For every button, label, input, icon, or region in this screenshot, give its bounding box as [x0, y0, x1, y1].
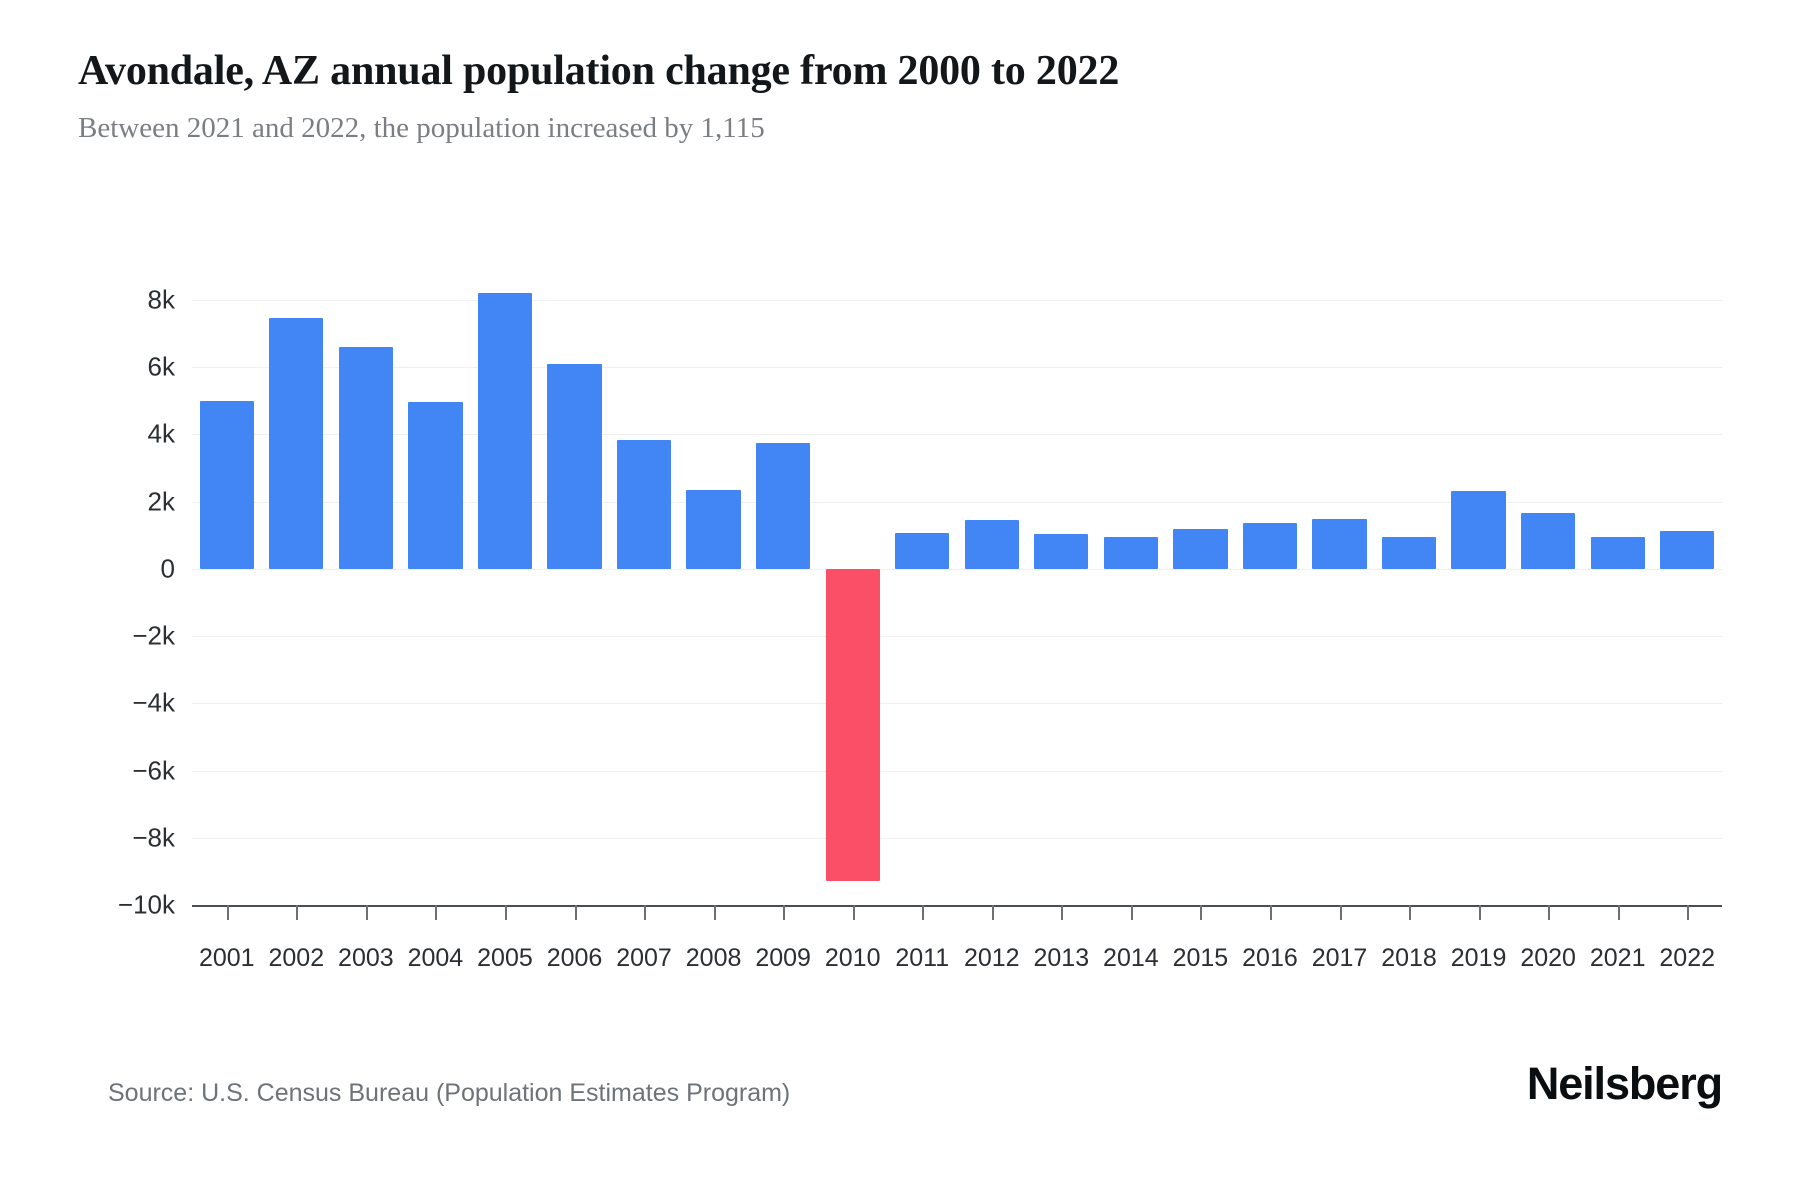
gridline	[192, 367, 1722, 369]
gridline	[192, 434, 1722, 436]
plot-area	[192, 293, 1722, 906]
bar-2003[interactable]	[338, 347, 393, 569]
x-axis-tick	[1061, 905, 1064, 920]
bar-2012[interactable]	[964, 519, 1019, 569]
x-axis-tick	[1269, 905, 1272, 920]
x-axis-line	[192, 905, 1722, 907]
x-axis-tick-label: 2008	[685, 944, 742, 972]
x-axis-tick	[1130, 905, 1133, 920]
chart-subtitle: Between 2021 and 2022, the population in…	[78, 112, 765, 145]
y-axis-tick-label: 0	[160, 553, 175, 584]
source-note: Source: U.S. Census Bureau (Population E…	[108, 1079, 791, 1107]
bar-2017[interactable]	[1312, 519, 1367, 569]
gridline	[192, 568, 1722, 570]
x-axis-tick	[504, 905, 507, 920]
y-axis-tick-label: −4k	[132, 687, 175, 718]
bar-2014[interactable]	[1103, 536, 1158, 569]
bar-2020[interactable]	[1521, 512, 1576, 569]
x-axis-tick	[713, 905, 716, 920]
bar-2019[interactable]	[1451, 491, 1506, 569]
x-axis-tick	[1687, 905, 1690, 920]
x-axis-tick-label: 2015	[1172, 944, 1229, 972]
x-axis-tick-label: 2002	[268, 944, 325, 972]
bar-2022[interactable]	[1660, 531, 1715, 569]
bar-2013[interactable]	[1034, 533, 1089, 569]
x-axis-tick-label: 2014	[1103, 944, 1159, 972]
x-axis-tick-label: 2012	[963, 944, 1020, 972]
gridline	[192, 300, 1722, 301]
y-axis-tick-label: −6k	[132, 755, 175, 786]
chart-header: Avondale, AZ annual population change fr…	[78, 48, 1718, 145]
y-axis-tick-label: 4k	[147, 418, 175, 449]
bar-2021[interactable]	[1590, 537, 1645, 569]
x-axis-tick	[365, 905, 368, 920]
x-axis-tick	[1478, 905, 1481, 920]
gridline	[192, 636, 1722, 638]
bar-2008[interactable]	[686, 490, 741, 569]
bar-2004[interactable]	[408, 402, 463, 569]
x-axis-tick	[1339, 905, 1342, 920]
x-axis-tick-label: 2018	[1381, 944, 1437, 972]
brand-logo: Neilsberg	[1526, 1058, 1723, 1109]
bar-2010[interactable]	[825, 568, 880, 882]
x-axis-tick	[226, 905, 229, 920]
gridline	[192, 501, 1722, 503]
bar-2018[interactable]	[1381, 536, 1437, 569]
gridline	[192, 837, 1722, 839]
x-axis-tick-label: 2007	[616, 944, 672, 972]
x-axis-tick-label: 2021	[1589, 944, 1646, 972]
x-axis-tick-label: 2017	[1311, 944, 1368, 972]
bar-2011[interactable]	[895, 533, 950, 569]
x-axis-tick-label: 2013	[1033, 944, 1090, 972]
x-axis-tick	[783, 905, 786, 920]
x-axis-tick	[1200, 905, 1203, 920]
x-axis-tick	[296, 905, 299, 920]
y-axis: 8k 6k 4k 2k 0 −2k −4k −6k −8k −10k	[0, 285, 175, 920]
x-axis-tick-label: 2005	[477, 944, 533, 972]
y-axis-tick-label: 2k	[147, 486, 175, 517]
x-axis-tick	[922, 905, 925, 920]
bar-2015[interactable]	[1173, 528, 1228, 569]
bar-2007[interactable]	[616, 440, 672, 569]
x-axis-tick	[1409, 905, 1412, 920]
x-axis-tick-label: 2001	[198, 944, 255, 972]
x-axis-tick	[1617, 905, 1620, 920]
x-axis-tick	[644, 905, 647, 920]
x-axis-tick-label: 2006	[546, 944, 603, 972]
x-axis-tick	[991, 905, 994, 920]
x-axis-tick-label: 2011	[895, 944, 950, 972]
x-axis-tick-label: 2022	[1659, 944, 1716, 972]
y-axis-tick-label: 8k	[147, 284, 175, 315]
y-axis-tick-label: 6k	[147, 351, 175, 382]
x-axis-tick	[852, 905, 855, 920]
y-axis-tick-label: −2k	[132, 620, 175, 651]
bar-2016[interactable]	[1242, 522, 1298, 569]
x-axis-tick-label: 2009	[755, 944, 811, 972]
bar-2006[interactable]	[547, 363, 602, 569]
bar-2002[interactable]	[269, 318, 324, 569]
x-axis-tick-label: 2010	[824, 944, 881, 972]
x-axis-tick	[574, 905, 577, 920]
x-axis-tick-label: 2016	[1242, 944, 1298, 972]
x-axis-tick-label: 2019	[1450, 944, 1507, 972]
y-axis-tick-label: −10k	[117, 889, 175, 920]
x-axis-tick-label: 2003	[338, 944, 394, 972]
gridline	[192, 770, 1722, 772]
gridline	[192, 703, 1722, 705]
y-axis-tick-label: −8k	[132, 822, 175, 853]
x-axis-tick-label: 2004	[407, 944, 464, 972]
bar-2009[interactable]	[756, 443, 811, 569]
x-axis-tick	[1548, 905, 1551, 920]
x-axis-tick-label: 2020	[1520, 944, 1576, 972]
x-axis-tick	[435, 905, 438, 920]
bar-2001[interactable]	[199, 400, 254, 569]
bar-2005[interactable]	[477, 293, 533, 569]
page-title: Avondale, AZ annual population change fr…	[78, 48, 1120, 94]
